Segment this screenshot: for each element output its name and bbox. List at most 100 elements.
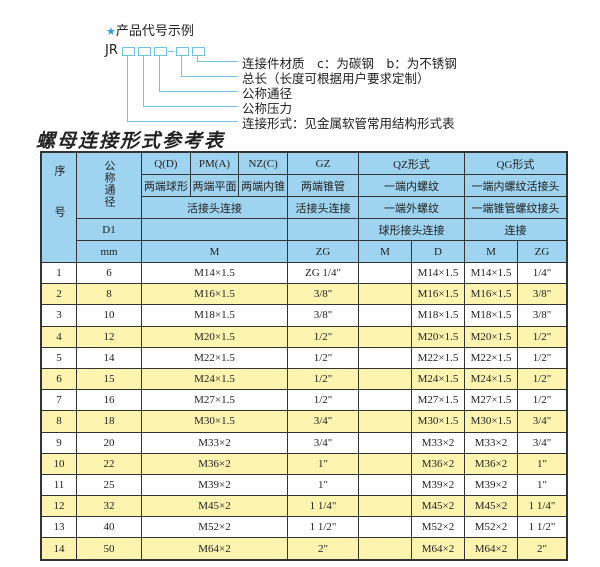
star-icon: ★ (106, 25, 116, 38)
cell-qg-m: M27×1.5 (464, 389, 518, 412)
cell-thread-m: M22×1.5 (141, 346, 288, 369)
code-box (192, 47, 205, 56)
cell-seq: 10 (40, 452, 77, 475)
cell-qz-m (358, 537, 412, 561)
cell-qz-d: M36×2 (411, 452, 465, 475)
cell-seq: 13 (40, 516, 77, 539)
cell-qg-zg: 3/8" (517, 304, 568, 327)
cell-dn: 12 (76, 325, 142, 348)
cell-qz-m (358, 346, 412, 369)
type-q: Q(D) (141, 151, 191, 175)
cell-thread-m: M30×1.5 (141, 410, 288, 433)
code-box (138, 47, 151, 56)
cell-gz-zg: 1" (287, 452, 359, 475)
cell-gz-zg: ZG 1/4" (287, 261, 359, 285)
unit-qz-d: D (411, 240, 465, 263)
cell-thread-m: M64×2 (141, 537, 288, 561)
cell-seq: 7 (40, 389, 77, 412)
code-label: 连接件材质 c：为碳钢 b：为不锈钢 (242, 56, 457, 71)
empty-cell (287, 218, 359, 241)
cell-qg-zg: 1 1/4" (517, 495, 568, 518)
leader-line (143, 56, 144, 106)
cell-seq: 6 (40, 367, 77, 391)
seq-header: 序号 (40, 151, 77, 263)
cell-gz-zg: 1 1/4" (287, 495, 359, 518)
cell-qz-m (358, 389, 412, 412)
cell-qz-m (358, 495, 412, 518)
cell-seq: 11 (40, 473, 77, 497)
cell-qz-d: M33×2 (411, 431, 465, 454)
cell-qg-m: M52×2 (464, 516, 518, 539)
cell-qz-d: M39×2 (411, 473, 465, 497)
leader-line (159, 56, 160, 91)
table-row: 1 6 M14×1.5 ZG 1/4" M14×1.5 M14×1.5 1/4" (40, 261, 568, 285)
shape-q: 两端球形 (141, 174, 191, 197)
cell-thread-m: M39×2 (141, 473, 288, 497)
cell-thread-m: M52×2 (141, 516, 288, 539)
cell-seq: 3 (40, 304, 77, 327)
cell-qz-m (358, 410, 412, 433)
cell-gz-zg: 1/2" (287, 367, 359, 391)
type-qz: QZ形式 (358, 151, 465, 175)
cell-thread-m: M27×1.5 (141, 389, 288, 412)
cell-qg-zg: 1/2" (517, 389, 568, 412)
cell-qz-d: M20×1.5 (411, 325, 465, 348)
cell-qz-m (358, 304, 412, 327)
cell-gz-zg: 1/2" (287, 325, 359, 348)
table-title: 螺母连接形式参考表 (36, 131, 226, 152)
cell-qz-m (358, 367, 412, 391)
cell-qz-m (358, 431, 412, 454)
cell-qz-d: M14×1.5 (411, 261, 465, 285)
cell-qg-m: M33×2 (464, 431, 518, 454)
cell-qg-m: M18×1.5 (464, 304, 518, 327)
cell-qz-m (358, 452, 412, 475)
cell-dn: 15 (76, 367, 142, 391)
code-label: 公称压力 (242, 101, 293, 116)
cell-qz-d: M45×2 (411, 495, 465, 518)
code-box (122, 47, 135, 56)
type-gz: GZ (287, 151, 359, 175)
table-row: 6 15 M24×1.5 1/2" M24×1.5 M24×1.5 1/2" (40, 367, 568, 391)
dn-header: 公称通径 (76, 151, 142, 219)
cell-qg-m: M24×1.5 (464, 367, 518, 391)
cell-thread-m: M24×1.5 (141, 367, 288, 391)
shape-qz: 一端内螺纹 (358, 174, 465, 197)
cell-gz-zg: 1/2" (287, 389, 359, 412)
cell-dn: 6 (76, 261, 142, 285)
cell-qz-m (358, 325, 412, 348)
cell-qg-m: M16×1.5 (464, 283, 518, 306)
nut-connection-table: 序号 公称通径 Q(D) PM(A) NZ(C) GZ QZ形式 QG形式 两端… (40, 151, 568, 561)
cell-qg-zg: 3/4" (517, 410, 568, 433)
cell-qg-zg: 1" (517, 473, 568, 497)
cell-seq: 4 (40, 325, 77, 348)
cell-seq: 1 (40, 261, 77, 285)
cell-qz-d: M30×1.5 (411, 410, 465, 433)
type-pm: PM(A) (189, 151, 240, 175)
cell-qg-m: M39×2 (464, 473, 518, 497)
table-row: 4 12 M20×1.5 1/2" M20×1.5 M20×1.5 1/2" (40, 325, 568, 348)
table-row: 3 10 M18×1.5 3/8" M18×1.5 M18×1.5 3/8" (40, 304, 568, 327)
leader-line (197, 56, 198, 61)
leader-line (197, 61, 238, 62)
cell-gz-zg: 3/8" (287, 283, 359, 306)
cell-dn: 8 (76, 283, 142, 306)
table-row: 14 50 M64×2 2" M64×2 M64×2 2" (40, 537, 568, 561)
empty-cell (141, 218, 288, 241)
conn-gz: 活接头连接 (287, 196, 359, 219)
cell-thread-m: M33×2 (141, 431, 288, 454)
shape-gz: 两端锥管 (287, 174, 359, 197)
type-nz: NZ(C) (238, 151, 288, 175)
cell-gz-zg: 3/4" (287, 410, 359, 433)
leader-line (181, 76, 238, 77)
table-row: 10 22 M36×2 1" M36×2 M36×2 1" (40, 452, 568, 475)
cell-qg-m: M14×1.5 (464, 261, 518, 285)
cell-qz-m (358, 516, 412, 539)
code-label: 连接形式：见金属软管常用结构形式表 (242, 116, 455, 131)
conn-qz-2: 球形接头连接 (358, 218, 465, 241)
table-row: 9 20 M33×2 3/4" M33×2 M33×2 3/4" (40, 431, 568, 454)
table-row: 11 25 M39×2 1" M39×2 M39×2 1" (40, 473, 568, 497)
cell-dn: 14 (76, 346, 142, 369)
conn-qg: 一端锥管螺纹接头 (464, 196, 568, 219)
cell-seq: 8 (40, 410, 77, 433)
code-dash (168, 51, 174, 52)
